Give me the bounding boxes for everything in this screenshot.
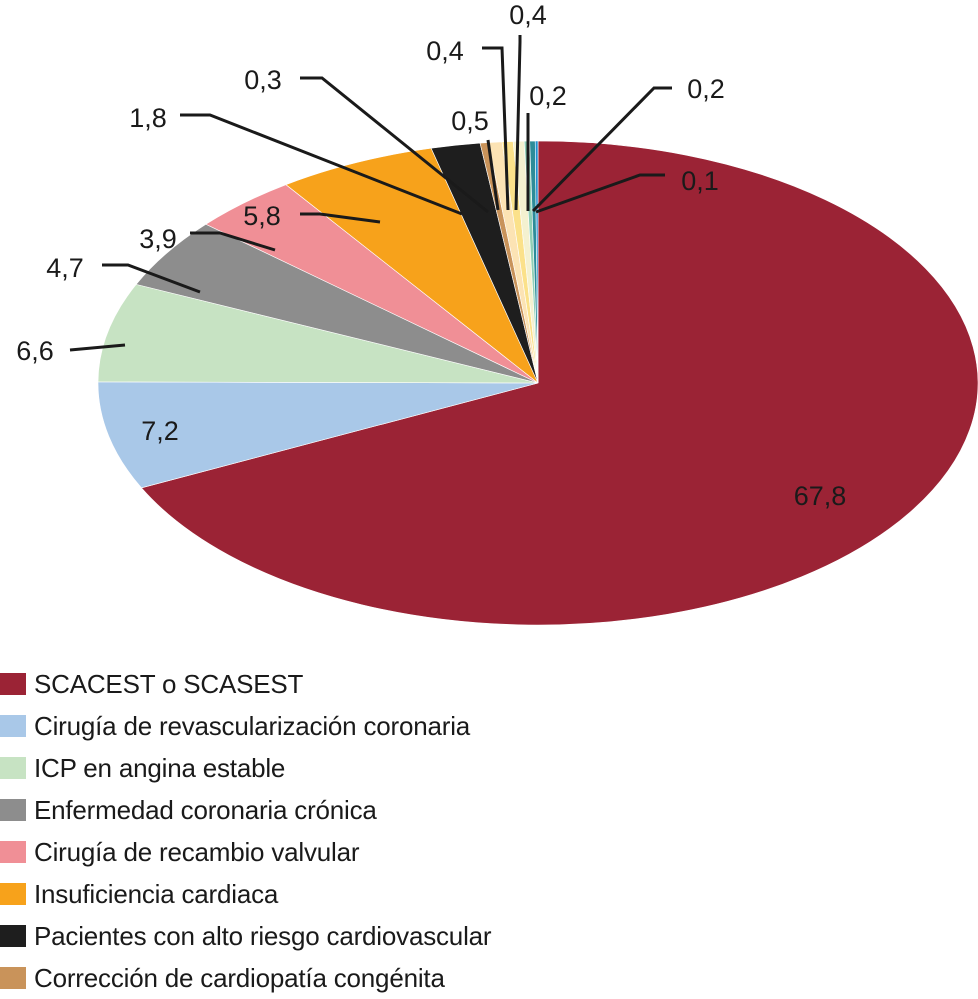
legend-swatch	[0, 799, 26, 821]
leader-line	[180, 113, 463, 216]
legend-label: ICP en angina estable	[34, 752, 286, 783]
leader-line	[535, 173, 665, 214]
slice-value-label: 0,2	[529, 81, 567, 111]
slice-value-label: 67,8	[794, 481, 847, 511]
legend-item: Cirugía de recambio valvular	[0, 831, 978, 873]
pie-slice	[97, 284, 539, 384]
leader-line	[300, 212, 381, 224]
slice-value-label: 4,7	[46, 253, 84, 283]
legend-swatch	[0, 925, 26, 947]
pie-chart: 67,8 7,2 6,6 4,7 3,9 5,8 1,8 0,3 0,5 0,4 0,4 0,2 0,2…	[16, 0, 978, 626]
slice-value-label: 0,3	[244, 65, 282, 95]
leader-line	[190, 231, 276, 252]
legend-swatch	[0, 673, 26, 695]
legend-swatch	[0, 883, 26, 905]
legend-label: Cirugía de recambio valvular	[34, 836, 360, 867]
slice-value-label: 0,4	[509, 0, 547, 30]
data-labels: 67,8 7,2 6,6 4,7 3,9 5,8 1,8 0,3 0,5 0,4 0,4 0,2 0,2…	[16, 0, 846, 511]
slice-value-label: 3,9	[139, 224, 177, 254]
pie-slice	[534, 140, 539, 384]
leader-line	[514, 35, 522, 211]
legend-swatch	[0, 967, 26, 989]
slice-value-label: 5,8	[243, 201, 281, 231]
slice-value-label: 1,8	[129, 103, 167, 133]
legend-item: Corrección de cardiopatía congénita	[0, 957, 978, 999]
legend-item: SCACEST o SCASEST	[0, 663, 978, 705]
slice-value-label: 6,6	[16, 336, 54, 366]
slice-value-label: 0,5	[451, 106, 489, 136]
leader-line	[482, 46, 510, 211]
pie-slices	[97, 140, 978, 626]
leader-line	[102, 263, 201, 294]
slice-value-label: 0,4	[426, 36, 464, 66]
legend-label: Pacientes con alto riesgo cardiovascular	[34, 920, 492, 951]
legend-item: ICP en angina estable	[0, 747, 978, 789]
legend-swatch	[0, 715, 26, 737]
legend-item: Insuficiencia cardiaca	[0, 873, 978, 915]
legend-label: SCACEST o SCASEST	[34, 668, 304, 699]
slice-value-label: 7,2	[141, 416, 179, 446]
leader-lines	[69, 35, 672, 352]
legend-label: Cirugía de revascularización coronaria	[34, 710, 471, 741]
pie-slice	[285, 147, 539, 384]
leader-line	[69, 343, 126, 352]
leader-line	[486, 139, 500, 211]
slice-value-label: 0,1	[681, 166, 719, 196]
legend-label: Insuficiencia cardiaca	[34, 878, 279, 909]
legend: SCACEST o SCASEST Cirugía de revasculariz…	[0, 663, 978, 999]
legend-swatch	[0, 841, 26, 863]
pie-slice	[140, 140, 978, 626]
leader-line	[300, 76, 489, 214]
legend-swatch	[0, 757, 26, 779]
legend-item: Pacientes con alto riesgo cardiovascular	[0, 915, 978, 957]
legend-item: Cirugía de revascularización coronaria	[0, 705, 978, 747]
leader-line	[531, 86, 672, 213]
legend-label: Corrección de cardiopatía congénita	[34, 962, 445, 993]
slice-value-label: 0,2	[687, 74, 725, 104]
legend-item: Enfermedad coronaria crónica	[0, 789, 978, 831]
legend-label: Enfermedad coronaria crónica	[34, 794, 377, 825]
pie-slice	[97, 381, 539, 489]
